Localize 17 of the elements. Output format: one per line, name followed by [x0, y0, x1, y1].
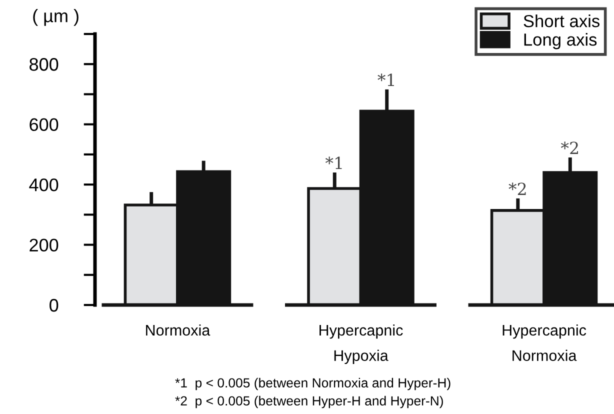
x-tick-label: Normoxia — [146, 324, 210, 336]
y-tick-label: 800 — [30, 58, 58, 71]
annotation: *2 — [560, 142, 578, 154]
y-tick-label: 400 — [29, 178, 58, 192]
x-tick-label: Hypercapnic Normoxia — [502, 324, 586, 361]
text: *2 p < 0.005 (between Hyper-H and Hyper-N) — [175, 396, 443, 408]
legend-label: Long axis — [524, 33, 597, 50]
y-tick-label: 0 — [50, 298, 58, 312]
annotation: *1 — [378, 74, 394, 86]
annotation: *1 — [325, 156, 342, 170]
text: *1 p < 0.005 (between Normoxia and Hyper-H) — [175, 378, 450, 390]
annotation: *2 — [508, 182, 526, 195]
y-tick-label: 600 — [30, 118, 58, 132]
y-tick-label: 200 — [30, 238, 58, 252]
y-axis-title: ( µm ) — [33, 9, 78, 26]
legend-label: Short axis — [524, 14, 600, 28]
x-tick-label: Hypercapnic Hypoxia — [320, 324, 403, 364]
